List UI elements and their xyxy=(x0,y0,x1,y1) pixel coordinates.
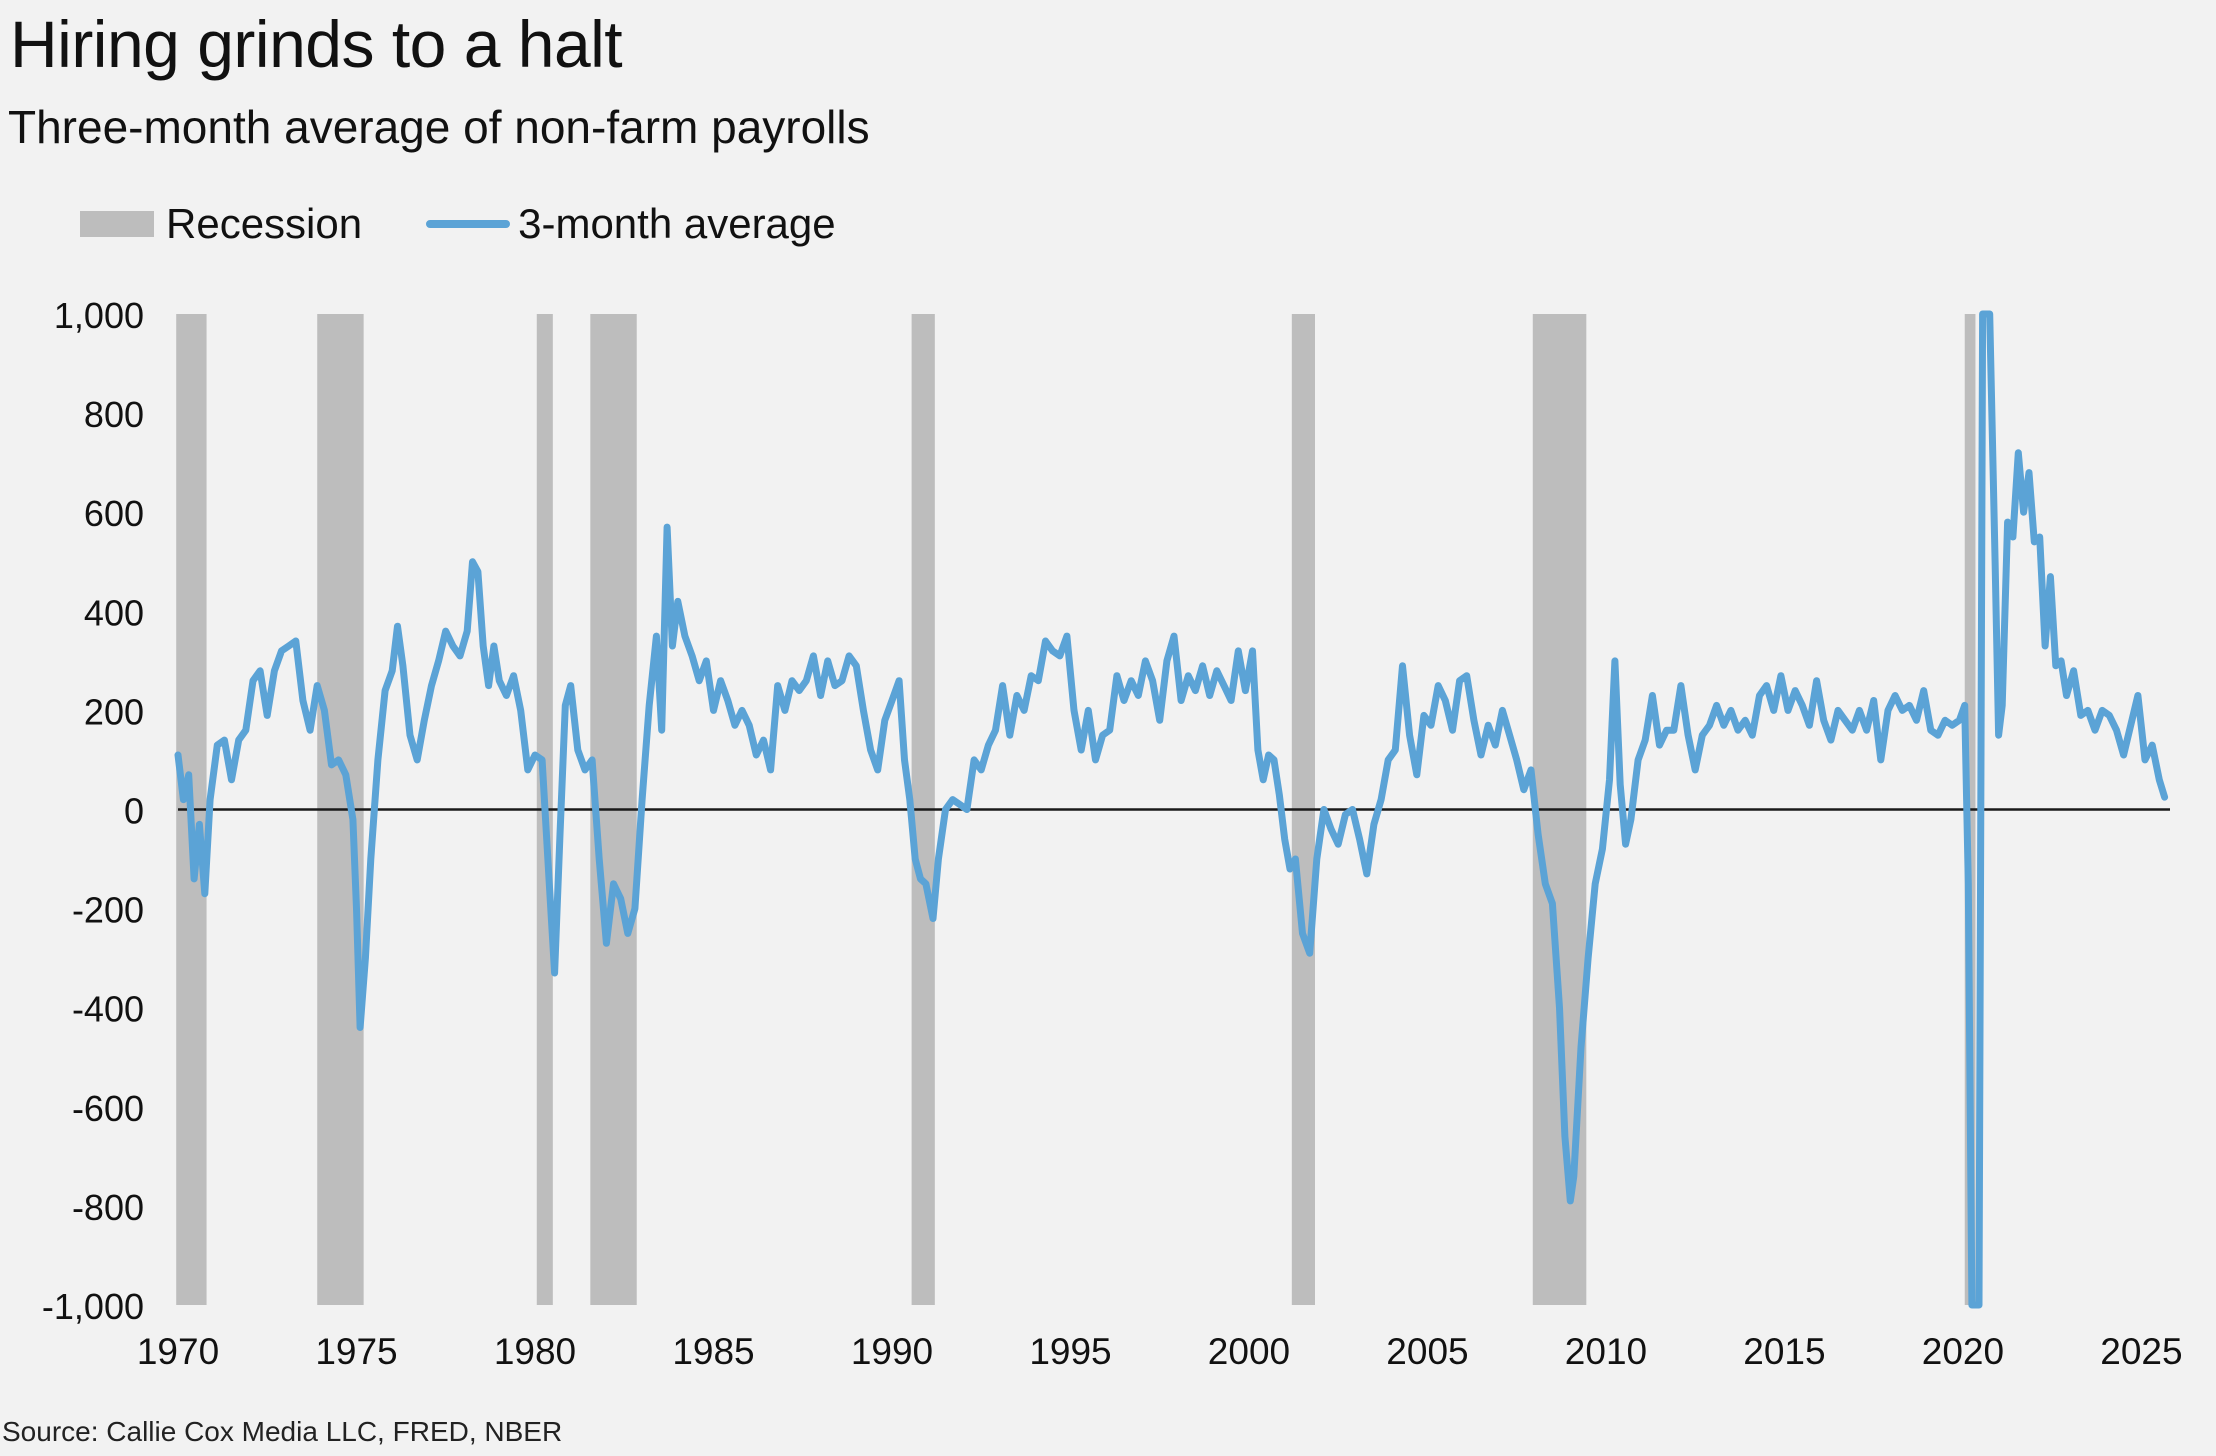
x-tick-label: 2025 xyxy=(2100,1331,2182,1372)
x-tick-label: 2015 xyxy=(1743,1331,1825,1372)
y-tick-label: 200 xyxy=(84,691,144,732)
x-tick-label: 1985 xyxy=(672,1331,754,1372)
x-tick-label: 2000 xyxy=(1208,1331,1290,1372)
x-tick-label: 1980 xyxy=(494,1331,576,1372)
x-tick-label: 1975 xyxy=(315,1331,397,1372)
x-tick-label: 2020 xyxy=(1922,1331,2004,1372)
source-note: Source: Callie Cox Media LLC, FRED, NBER xyxy=(2,1416,563,1447)
chart-title: Hiring grinds to a halt xyxy=(10,7,623,81)
y-tick-label: -1,000 xyxy=(42,1286,144,1327)
legend-item-recession: Recession xyxy=(80,200,362,248)
y-tick-label: 0 xyxy=(124,791,144,832)
x-tick-label: 2005 xyxy=(1386,1331,1468,1372)
y-tick-label: 800 xyxy=(84,394,144,435)
chart-legend: Recession 3-month average xyxy=(80,200,900,248)
y-tick-label: 1,000 xyxy=(54,295,144,336)
y-tick-label: 400 xyxy=(84,592,144,633)
line-swatch xyxy=(426,220,511,228)
legend-label-recession: Recession xyxy=(166,200,363,247)
y-tick-label: -800 xyxy=(72,1187,144,1228)
x-tick-label: 1995 xyxy=(1029,1331,1111,1372)
legend-label-3-month-average: 3-month average xyxy=(518,200,836,247)
legend-item-3-month-average: 3-month average xyxy=(426,200,836,248)
y-tick-label: 600 xyxy=(84,493,144,534)
chart-subtitle: Three-month average of non-farm payrolls xyxy=(8,101,870,153)
x-tick-label: 1990 xyxy=(851,1331,933,1372)
series-line-3-month-average xyxy=(174,310,2169,1309)
recession-swatch xyxy=(80,211,154,237)
y-tick-label: -400 xyxy=(72,989,144,1030)
x-tick-label: 1970 xyxy=(137,1331,219,1372)
x-tick-label: 2010 xyxy=(1565,1331,1647,1372)
y-tick-label: -200 xyxy=(72,890,144,931)
y-tick-label: -600 xyxy=(72,1088,144,1129)
